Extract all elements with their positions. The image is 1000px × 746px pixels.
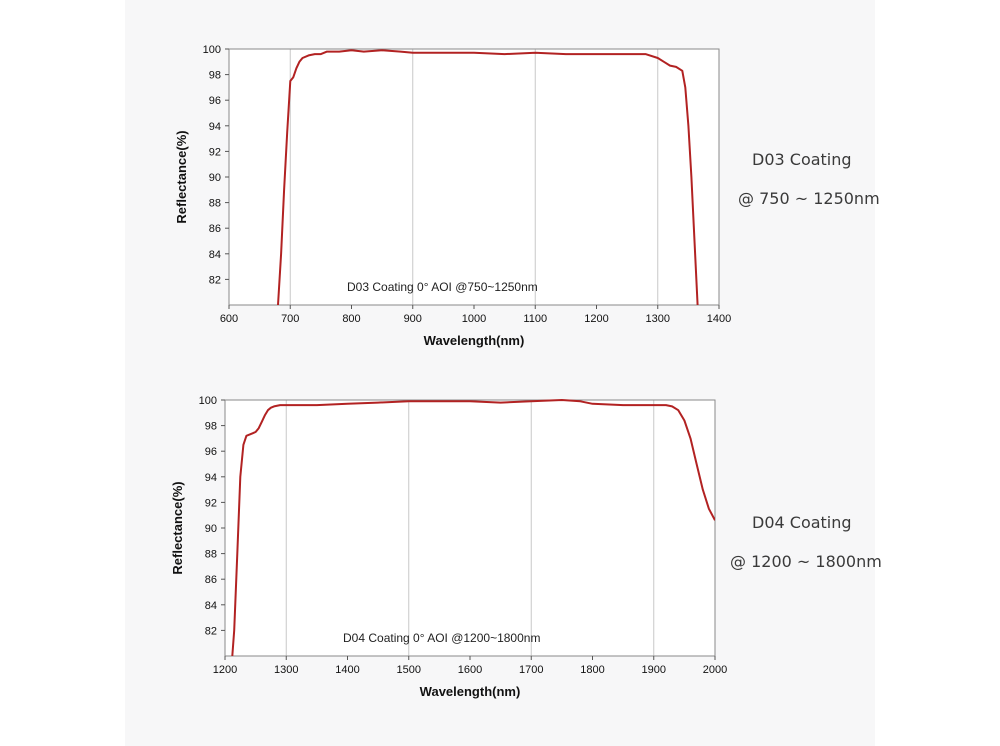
- chart1-annotation: D03 Coating 0° AOI @750~1250nm: [347, 280, 538, 294]
- chart2-x-tick-label: 1800: [580, 664, 604, 676]
- chart1-plot-area: [229, 49, 719, 305]
- d03-side-label-range: @ 750 ~ 1250nm: [738, 189, 880, 208]
- chart2-x-tick-label: 1700: [519, 664, 543, 676]
- chart1-y-axis-label: Reflectance(%): [174, 130, 189, 223]
- chart2-series-line-1: [231, 399, 715, 656]
- chart1-y-tick-label: 88: [209, 198, 221, 210]
- chart1-series-line-1: [277, 49, 699, 305]
- chart2-y-tick-label: 92: [205, 497, 217, 509]
- chart2-x-tick-label: 1300: [274, 664, 298, 676]
- chart2-plot-area: [225, 400, 715, 656]
- chart2-x-tick-label: 1400: [335, 664, 359, 676]
- chart1-x-axis-label: Wavelength(nm): [424, 333, 525, 348]
- chart1-y-tick-label: 86: [209, 223, 221, 235]
- chart2-x-tick-label: 1900: [642, 664, 666, 676]
- chart2-annotation: D04 Coating 0° AOI @1200~1800nm: [343, 631, 540, 645]
- chart1-y-tick-label: 82: [209, 274, 221, 286]
- d04-side-label-range: @ 1200 ~ 1800nm: [730, 552, 882, 571]
- chart2-x-tick-label: 1200: [213, 664, 237, 676]
- chart2-y-tick-label: 96: [205, 446, 217, 458]
- chart1-x-tick-label: 1400: [707, 313, 731, 325]
- chart1-y-tick-label: 94: [209, 121, 221, 133]
- d04-side-label-title: D04 Coating: [752, 513, 852, 532]
- chart2-y-tick-label: 88: [205, 549, 217, 561]
- chart1-group: 82 84 86 88 90 92 94 96 98 100 600 700 800 900 1000 110…: [174, 44, 731, 348]
- d03-side-label-title: D03 Coating: [752, 150, 852, 169]
- chart2-y-tick-label: 90: [205, 523, 217, 535]
- chart1-y-tick-label: 96: [209, 95, 221, 107]
- chart2-y-tick-label: 98: [205, 421, 217, 433]
- chart2-x-tick-label: 2000: [703, 664, 727, 676]
- chart1-y-tick-label: 84: [209, 249, 221, 261]
- chart1-y-tick-label: 100: [203, 44, 221, 56]
- chart2-x-tick-label: 1500: [397, 664, 421, 676]
- chart2-group: 82 84 86 88 90 92 94 96 98 100 1200 1300 1400 1500 160…: [170, 395, 727, 699]
- chart2-x-tick-label: 1600: [458, 664, 482, 676]
- chart1-y-tick-label: 92: [209, 146, 221, 158]
- chart1-x-tick-label: 600: [220, 313, 238, 325]
- chart2-y-tick-label: 86: [205, 574, 217, 586]
- chart1-x-tick-label: 1100: [523, 313, 547, 325]
- chart1-x-tick-label: 1300: [646, 313, 670, 325]
- chart1-x-tick-label: 1200: [584, 313, 608, 325]
- chart2-y-tick-label: 84: [205, 600, 217, 612]
- chart2-x-axis-label: Wavelength(nm): [420, 684, 521, 699]
- chart2-y-tick-label: 94: [205, 472, 217, 484]
- chart2-y-tick-label: 100: [199, 395, 217, 407]
- chart1-y-tick-label: 90: [209, 172, 221, 184]
- chart1-y-tick-label: 98: [209, 70, 221, 82]
- chart1-x-tick-label: 800: [342, 313, 360, 325]
- chart1-x-tick-label: 1000: [462, 313, 486, 325]
- chart2-y-axis-label: Reflectance(%): [170, 481, 185, 574]
- chart1-x-tick-label: 900: [404, 313, 422, 325]
- chart2-y-tick-label: 82: [205, 625, 217, 637]
- chart1-x-tick-label: 700: [281, 313, 299, 325]
